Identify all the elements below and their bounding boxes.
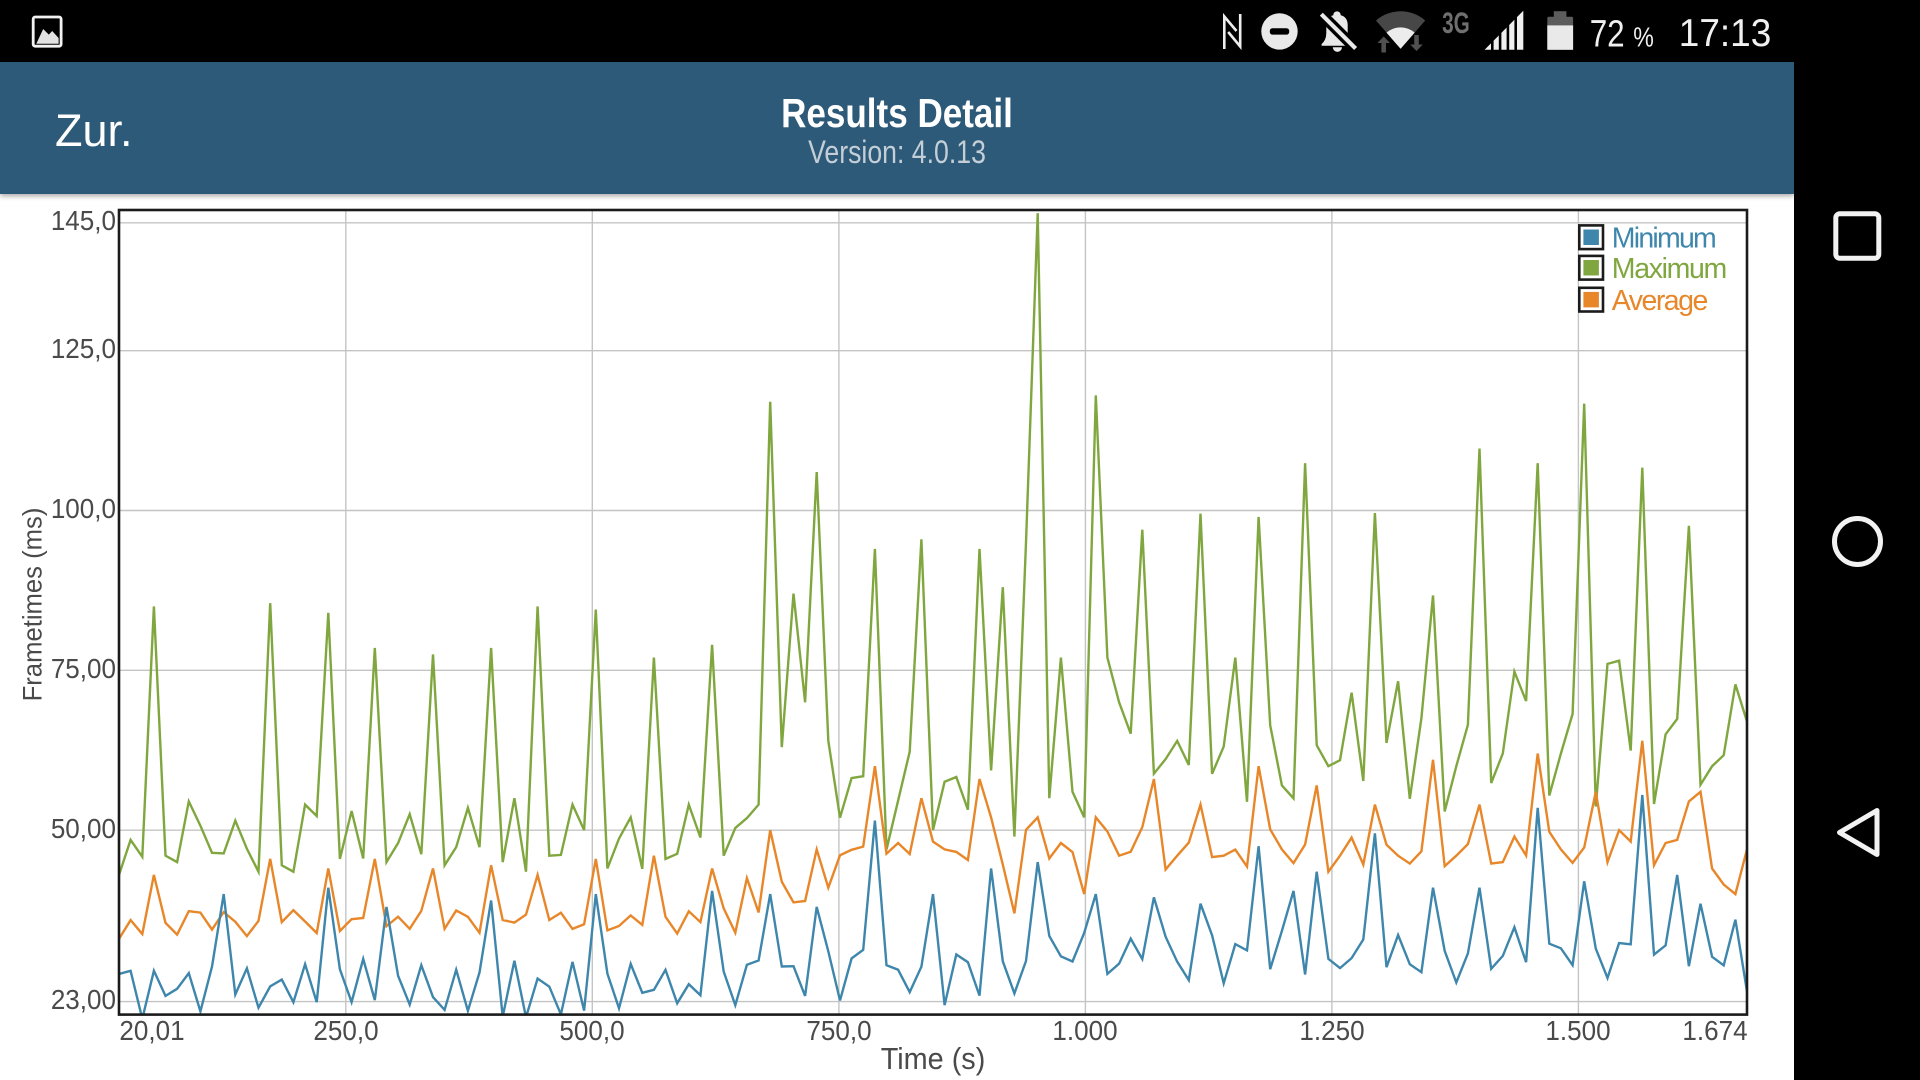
svg-text:Maximum: Maximum — [1612, 253, 1728, 285]
svg-text:Minimum: Minimum — [1612, 223, 1717, 255]
svg-text:%: % — [1633, 21, 1654, 52]
svg-text:3G: 3G — [1442, 7, 1470, 40]
svg-text:17:13: 17:13 — [1679, 12, 1772, 55]
svg-text:72: 72 — [1590, 13, 1625, 55]
svg-text:Average: Average — [1612, 285, 1709, 317]
